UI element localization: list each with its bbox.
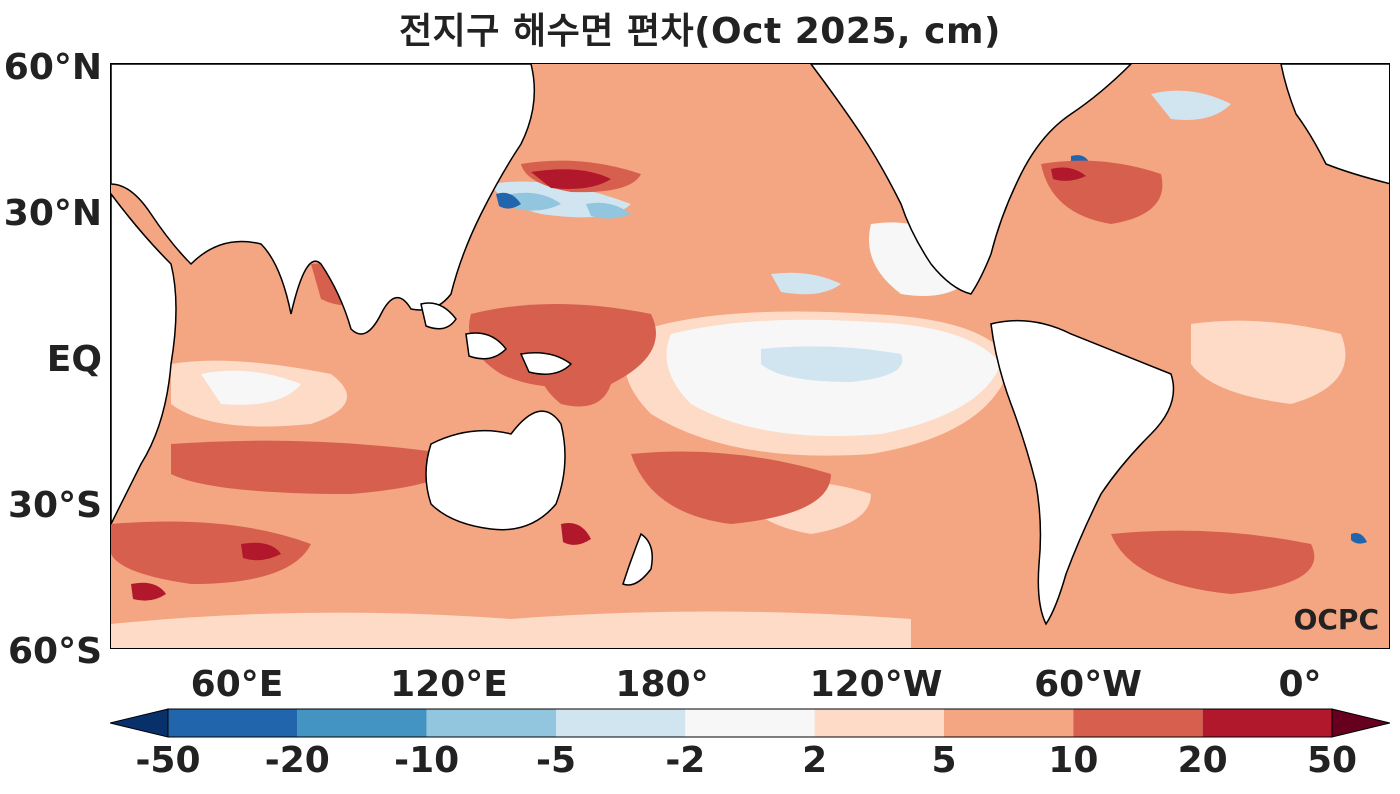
colorbar-bin — [297, 709, 427, 737]
lat-label-60s: 60°S — [7, 631, 102, 672]
colorbar-tick-label: -2 — [665, 740, 706, 781]
lon-label-60e: 60°E — [190, 664, 284, 705]
colorbar-bin — [426, 709, 556, 737]
map-canvas — [111, 64, 1389, 648]
land-masses — [111, 64, 1389, 626]
colorbar-bin — [814, 709, 944, 737]
lon-label-120w: 120°W — [809, 664, 943, 705]
colorbar-tick-label: 10 — [1048, 740, 1099, 781]
colorbar-tick-label: -20 — [264, 740, 330, 781]
colorbar — [110, 708, 1390, 738]
colorbar-tick-label: 20 — [1177, 740, 1228, 781]
colorbar-tick-label: 50 — [1306, 740, 1358, 781]
colorbar-tick-label: -5 — [536, 740, 576, 781]
colorbar-extend-high — [1331, 708, 1390, 738]
colorbar-outline — [167, 708, 1333, 738]
lat-label-30s: 30°S — [7, 485, 102, 526]
lon-label-180: 180° — [615, 664, 709, 705]
colorbar-tick-label: -50 — [135, 740, 201, 781]
colorbar-tick-label: 5 — [931, 740, 957, 781]
anomaly-20-50-patches — [131, 167, 1086, 601]
lon-label-120e: 120°E — [390, 664, 508, 705]
colorbar-bin — [944, 709, 1074, 737]
lon-label-0: 0° — [1278, 664, 1322, 705]
colorbar-tick-label: 2 — [802, 740, 828, 781]
lon-label-60w: 60°W — [1034, 664, 1142, 705]
sea-level-anomaly-map: OCPC — [110, 63, 1390, 649]
colorbar-bin — [1202, 709, 1332, 737]
colorbar-bin — [685, 709, 815, 737]
lat-label-60n: 60°N — [3, 47, 102, 88]
map-title: 전지구 해수면 편차(Oct 2025, cm) — [399, 11, 1001, 52]
lat-label-eq: EQ — [46, 339, 102, 380]
colorbar-extend-low — [110, 708, 169, 738]
colorbar-tick-label: -10 — [394, 740, 460, 781]
lat-label-30n: 30°N — [3, 193, 102, 234]
colorbar-bin — [168, 709, 298, 737]
ocpc-watermark: OCPC — [1293, 603, 1379, 636]
colorbar-bin — [556, 709, 686, 737]
colorbar-bin — [1073, 709, 1203, 737]
